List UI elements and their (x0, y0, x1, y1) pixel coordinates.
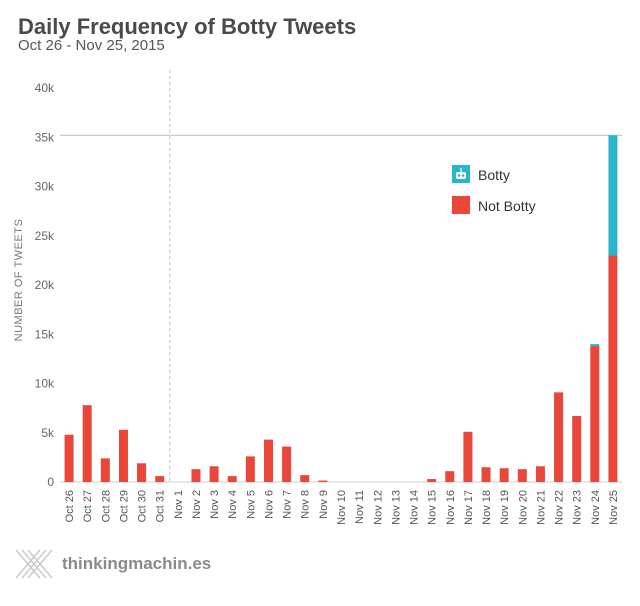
bar-not-botty (499, 468, 509, 482)
x-tick-label: Nov 3 (209, 490, 221, 519)
x-tick-label: Nov 21 (535, 490, 547, 525)
x-tick-label: Nov 1 (173, 490, 185, 519)
x-tick-label: Oct 30 (137, 490, 149, 522)
bar-not-botty (82, 405, 92, 482)
legend-label-not-botty: Not Botty (478, 198, 536, 214)
bar-not-botty (481, 467, 491, 482)
x-tick-label: Nov 6 (263, 490, 275, 519)
bar-not-botty (155, 476, 165, 482)
bar-not-botty (191, 469, 201, 482)
legend-label-botty: Botty (478, 167, 510, 183)
x-tick-label: Nov 19 (499, 490, 511, 525)
x-tick-label: Nov 20 (517, 490, 529, 525)
bar-not-botty (318, 480, 328, 482)
x-tick-label: Nov 4 (227, 490, 239, 519)
y-tick-label: 20k (35, 278, 55, 292)
bar-botty (590, 344, 600, 347)
bar-not-botty (608, 255, 618, 482)
bar-not-botty (300, 475, 310, 482)
x-tick-label: Nov 15 (427, 490, 439, 525)
bar-not-botty (535, 466, 545, 482)
bar-not-botty (554, 392, 564, 482)
x-tick-label: Nov 23 (572, 490, 584, 525)
x-tick-label: Nov 24 (590, 490, 602, 525)
x-tick-label: Nov 22 (554, 490, 566, 525)
y-axis-label: NUMBER OF TWEETS (13, 219, 25, 342)
x-tick-label: Oct 27 (82, 490, 94, 522)
x-tick-label: Nov 7 (282, 490, 294, 519)
bar-not-botty (263, 439, 273, 482)
bar-not-botty (572, 416, 582, 482)
x-tick-label: Nov 11 (354, 490, 366, 524)
y-tick-label: 5k (41, 426, 55, 440)
x-tick-label: Nov 5 (245, 490, 257, 519)
bar-not-botty (463, 431, 473, 482)
x-tick-label: Nov 16 (445, 490, 457, 525)
page-title: Daily Frequency of Botty Tweets (18, 14, 357, 39)
bar-not-botty (517, 469, 527, 482)
bar-not-botty (64, 434, 74, 482)
x-tick-label: Nov 13 (390, 490, 402, 525)
page-subtitle: Oct 26 - Nov 25, 2015 (18, 37, 165, 54)
bar-not-botty (227, 476, 237, 482)
bar-not-botty (245, 456, 255, 482)
bar-not-botty (209, 466, 219, 482)
bar-botty (608, 135, 618, 256)
brand-logo: thinkingmachin.es (14, 546, 211, 582)
y-tick-label: 35k (35, 130, 55, 144)
robot-face-icon (456, 168, 466, 179)
x-tick-label: Oct 28 (100, 490, 112, 522)
legend-swatch-not-botty (452, 196, 470, 214)
bar-not-botty (590, 346, 600, 482)
x-tick-label: Nov 9 (318, 490, 330, 519)
x-tick-label: Nov 25 (608, 490, 620, 525)
y-tick-label: 40k (35, 81, 55, 95)
brand-name: thinkingmachin.es (62, 554, 212, 573)
x-tick-label: Nov 8 (300, 490, 312, 519)
x-tick-label: Oct 26 (64, 490, 76, 522)
x-tick-label: Nov 14 (409, 490, 421, 525)
x-tick-label: Nov 10 (336, 490, 348, 525)
y-tick-label: 0 (47, 475, 54, 489)
bar-not-botty (445, 471, 455, 482)
bar-not-botty (118, 429, 128, 482)
bar-not-botty (427, 479, 437, 482)
y-tick-label: 10k (35, 377, 55, 391)
bar-not-botty (137, 463, 147, 482)
y-tick-label: 30k (35, 180, 55, 194)
x-tick-label: Nov 18 (481, 490, 493, 525)
x-tick-label: Nov 12 (372, 490, 384, 525)
bar-not-botty (100, 458, 110, 482)
x-tick-label: Oct 29 (118, 490, 130, 522)
x-tick-label: Oct 31 (155, 490, 167, 522)
y-tick-label: 15k (35, 327, 55, 341)
crossed-lines-logo-icon (15, 549, 53, 579)
y-tick-label: 25k (35, 229, 55, 243)
x-tick-label: Nov 2 (191, 490, 203, 519)
bar-not-botty (282, 446, 292, 482)
x-tick-label: Nov 17 (463, 490, 475, 525)
